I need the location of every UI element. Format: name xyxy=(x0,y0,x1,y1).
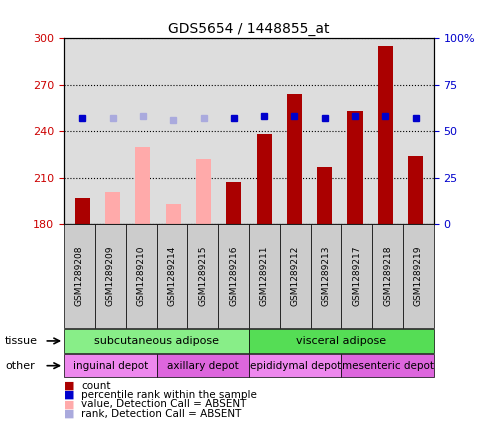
Bar xyxy=(287,94,302,224)
Text: tissue: tissue xyxy=(5,336,38,346)
Text: GSM1289212: GSM1289212 xyxy=(291,246,300,306)
Text: GSM1289216: GSM1289216 xyxy=(229,246,238,306)
Text: visceral adipose: visceral adipose xyxy=(296,336,387,346)
Title: GDS5654 / 1448855_at: GDS5654 / 1448855_at xyxy=(168,22,330,36)
Text: count: count xyxy=(81,381,111,391)
Bar xyxy=(348,111,363,224)
Bar xyxy=(256,134,272,224)
Text: subcutaneous adipose: subcutaneous adipose xyxy=(94,336,219,346)
Text: GSM1289213: GSM1289213 xyxy=(321,246,330,306)
Text: GSM1289211: GSM1289211 xyxy=(260,246,269,306)
Text: GSM1289209: GSM1289209 xyxy=(106,246,115,306)
Text: GSM1289210: GSM1289210 xyxy=(137,246,145,306)
Bar xyxy=(166,204,181,224)
Text: value, Detection Call = ABSENT: value, Detection Call = ABSENT xyxy=(81,399,246,409)
Bar xyxy=(408,156,423,224)
Text: GSM1289215: GSM1289215 xyxy=(198,246,207,306)
Text: percentile rank within the sample: percentile rank within the sample xyxy=(81,390,257,400)
Text: inguinal depot: inguinal depot xyxy=(72,361,148,371)
Text: ■: ■ xyxy=(64,390,74,400)
Text: axillary depot: axillary depot xyxy=(167,361,239,371)
Bar xyxy=(135,147,150,224)
Text: ■: ■ xyxy=(64,399,74,409)
Bar xyxy=(317,167,332,224)
Text: GSM1289214: GSM1289214 xyxy=(168,246,176,306)
Text: GSM1289217: GSM1289217 xyxy=(352,246,361,306)
Bar xyxy=(75,198,90,224)
Bar xyxy=(378,46,393,224)
Bar xyxy=(196,159,211,224)
Text: mesenteric depot: mesenteric depot xyxy=(342,361,434,371)
Text: GSM1289219: GSM1289219 xyxy=(414,246,423,306)
Text: other: other xyxy=(5,361,35,371)
Text: ■: ■ xyxy=(64,381,74,391)
Text: ■: ■ xyxy=(64,409,74,419)
Bar xyxy=(105,192,120,224)
Text: rank, Detection Call = ABSENT: rank, Detection Call = ABSENT xyxy=(81,409,242,419)
Text: GSM1289218: GSM1289218 xyxy=(383,246,392,306)
Bar xyxy=(226,182,242,224)
Text: epididymal depot: epididymal depot xyxy=(249,361,341,371)
Text: GSM1289208: GSM1289208 xyxy=(75,246,84,306)
